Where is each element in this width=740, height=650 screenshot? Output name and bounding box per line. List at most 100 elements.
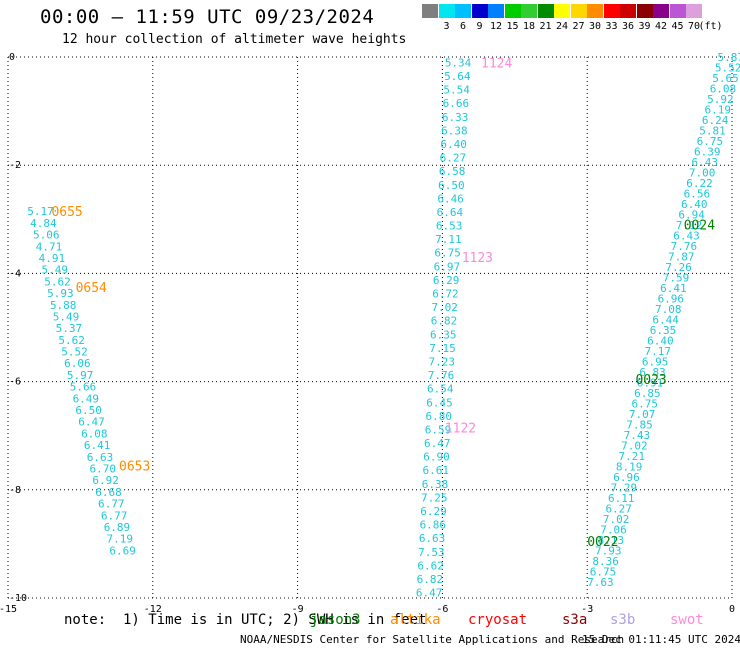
legend-label: 39 bbox=[638, 21, 651, 32]
chart-subtitle: 12 hour collection of altimeter wave hei… bbox=[62, 32, 407, 47]
legend-label: 3 bbox=[443, 21, 450, 32]
swh-value: 7.02 bbox=[603, 513, 630, 526]
swh-value: 6.43 bbox=[691, 156, 718, 169]
lon-tick-label: 0 bbox=[729, 604, 735, 615]
swh-value: 6.91 bbox=[637, 376, 664, 389]
swh-value: 7.93 bbox=[595, 544, 622, 557]
swh-value: 7.17 bbox=[645, 345, 672, 358]
legend-label: 21 bbox=[539, 21, 552, 32]
chart-title: 00:00 — 11:59 UTC 09/23/2024 bbox=[40, 6, 375, 28]
swh-value: 7.59 bbox=[663, 271, 690, 284]
swh-value: 6.29 bbox=[433, 274, 460, 287]
mission-s3a: s3a bbox=[562, 612, 588, 628]
swh-value: 6.80 bbox=[426, 410, 453, 423]
swh-value: 7.76 bbox=[671, 240, 698, 253]
mission-altika: altika bbox=[390, 612, 441, 628]
swh-value: 7.43 bbox=[624, 429, 651, 442]
lat-tick-label: -8 bbox=[9, 485, 21, 496]
legend-label: 6 bbox=[459, 21, 467, 32]
swh-value: 6.49 bbox=[73, 392, 100, 405]
swh-value: 6.92 bbox=[92, 474, 119, 487]
swh-value: 7.23 bbox=[428, 355, 455, 368]
swh-value: 6.47 bbox=[78, 416, 105, 429]
swh-value: 6.96 bbox=[658, 292, 685, 305]
legend-swatch bbox=[570, 4, 587, 18]
lat-tick-label: -2 bbox=[9, 160, 21, 171]
footer-note: note: 1) Time is in UTC; 2) SWH is in fe… bbox=[64, 612, 427, 628]
swh-value: 6.94 bbox=[678, 208, 705, 221]
swh-value: 6.08 bbox=[710, 82, 737, 95]
swh-value: 6.06 bbox=[64, 357, 91, 370]
swh-value: 6.54 bbox=[427, 383, 454, 396]
legend-swatch bbox=[554, 4, 570, 18]
swh-value: 6.56 bbox=[684, 187, 711, 200]
swh-value: 6.63 bbox=[419, 532, 446, 545]
swh-value: 7.11 bbox=[435, 233, 462, 246]
legend-label: 30 bbox=[588, 21, 602, 32]
swh-value: 7.63 bbox=[587, 576, 614, 589]
lon-tick-label: -15 bbox=[0, 604, 17, 615]
swh-value: 6.50 bbox=[75, 404, 102, 417]
swh-value: 6.85 bbox=[634, 387, 661, 400]
swh-value: 6.19 bbox=[704, 103, 731, 116]
swh-value: 7.12 bbox=[676, 219, 703, 232]
swh-value: 6.41 bbox=[84, 439, 111, 452]
lon-tick-label: -6 bbox=[436, 604, 448, 615]
swh-value: 5.06 bbox=[33, 229, 60, 242]
swh-value: 6.58 bbox=[439, 165, 466, 178]
swh-value: 6.40 bbox=[681, 198, 708, 211]
legend-swatch bbox=[653, 4, 669, 18]
lat-tick-label: 0 bbox=[9, 52, 15, 63]
swh-value: 7.29 bbox=[611, 481, 638, 494]
lat-tick-label: -4 bbox=[9, 268, 21, 279]
swh-value: 6.68 bbox=[95, 486, 122, 499]
swh-value: 6.47 bbox=[416, 587, 443, 600]
swh-value: 6.39 bbox=[694, 145, 721, 158]
swh-value: 8.13 bbox=[598, 534, 625, 547]
credit-line: NOAA/NESDIS Center for Satellite Applica… bbox=[240, 633, 625, 646]
swh-value: 5.17 bbox=[27, 205, 54, 218]
pass-time-label: 0654 bbox=[76, 281, 107, 296]
swh-value: 6.97 bbox=[434, 260, 461, 273]
swh-value: 5.49 bbox=[53, 310, 80, 323]
swh-value: 7.06 bbox=[600, 523, 627, 536]
swh-value: 6.82 bbox=[417, 573, 444, 586]
legend-label: 45 bbox=[671, 21, 684, 32]
legend-label: 24 bbox=[555, 21, 569, 32]
legend-swatch bbox=[455, 4, 471, 18]
swh-value: 5.49 bbox=[41, 264, 68, 277]
swh-value: 6.75 bbox=[697, 135, 724, 148]
swh-value: 5.66 bbox=[70, 381, 97, 394]
legend-swatch bbox=[422, 4, 438, 18]
swh-value: 5.93 bbox=[47, 287, 73, 300]
swh-value: 6.22 bbox=[686, 177, 713, 190]
swh-value: 7.00 bbox=[689, 166, 716, 179]
swh-value: 4.84 bbox=[30, 217, 57, 230]
swh-value: 8.19 bbox=[616, 460, 643, 473]
swh-value: 6.43 bbox=[673, 229, 700, 242]
swh-value: 5.34 bbox=[445, 56, 472, 69]
swh-value: 6.61 bbox=[423, 464, 450, 477]
swh-value: 6.96 bbox=[613, 471, 640, 484]
mission-cryosat: cryosat bbox=[468, 612, 528, 628]
swh-value: 6.33 bbox=[442, 111, 469, 124]
pass-time-label: 0653 bbox=[119, 459, 150, 474]
swh-value: 6.82 bbox=[431, 315, 458, 328]
swh-value: 6.64 bbox=[437, 206, 464, 219]
swh-value: 5.52 bbox=[61, 346, 87, 359]
pass-time-label: 1122 bbox=[445, 422, 476, 437]
swh-value: 6.89 bbox=[104, 521, 130, 534]
legend-label: 9 bbox=[476, 21, 483, 32]
swh-value: 6.41 bbox=[660, 282, 687, 295]
swh-value: 6.59 bbox=[425, 423, 452, 436]
pass-time-label: 1124 bbox=[481, 56, 512, 71]
swh-value: 5.62 bbox=[58, 334, 85, 347]
swh-value: 5.97 bbox=[67, 369, 94, 382]
swh-value: 6.08 bbox=[81, 427, 108, 440]
pass-time-label: 0022 bbox=[587, 535, 618, 550]
legend-label: 12 bbox=[489, 21, 503, 32]
swh-value: 5.65 bbox=[712, 72, 739, 85]
swh-value: 5.88 bbox=[50, 299, 77, 312]
swh-value: 7.87 bbox=[668, 250, 695, 263]
